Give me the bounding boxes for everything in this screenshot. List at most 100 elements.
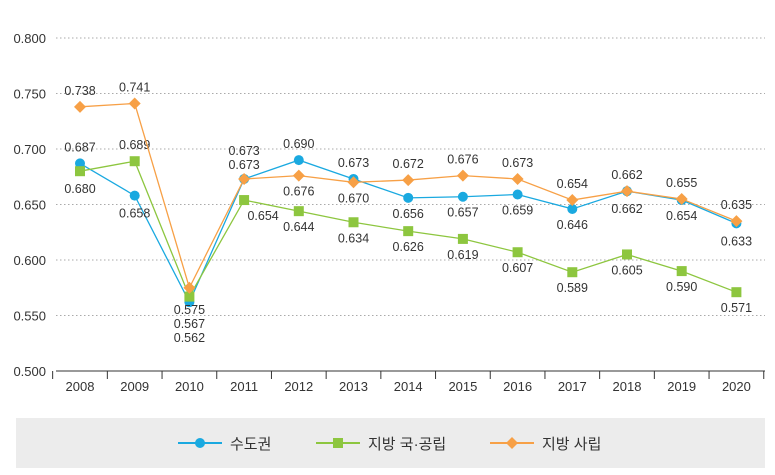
legend-label: 지방 사립	[542, 436, 601, 453]
series-0: 0.687 0.658 0.562 0.673 0.690 0.673 0.656 0.657…	[64, 137, 752, 345]
x-tick-label: 2010	[175, 379, 204, 394]
legend: 수도권 지방 국·공립 지방 사립	[16, 418, 765, 468]
y-tick-label: 0.600	[13, 253, 46, 268]
data-label: 0.633	[721, 234, 752, 248]
data-label: 0.634	[338, 231, 369, 245]
data-label: 0.673	[338, 156, 369, 170]
series-1: 0.680 0.689 0.567 0.654 0.644 0.634 0.626 0.619…	[64, 138, 752, 331]
y-tick-label: 0.500	[13, 364, 46, 379]
y-tick-label: 0.650	[13, 198, 46, 213]
series-2: 0.738 0.741 0.575 0.673 0.676 0.670 0.672 0.676…	[64, 80, 752, 316]
data-label: 0.654	[247, 209, 278, 223]
data-label: 0.676	[447, 153, 478, 167]
data-label: 0.619	[447, 248, 478, 262]
diamond-marker	[74, 100, 86, 113]
data-label: 0.567	[174, 317, 205, 331]
data-label: 0.635	[721, 198, 752, 212]
square-marker	[403, 226, 414, 237]
diamond-marker	[456, 169, 469, 182]
data-label: 0.571	[721, 301, 752, 315]
square-marker	[731, 287, 742, 298]
square-marker	[348, 217, 359, 228]
data-label: 0.589	[557, 281, 588, 295]
legend-diamond-icon	[506, 437, 518, 449]
diamond-marker	[511, 172, 524, 185]
diamond-marker	[621, 185, 633, 198]
square-marker	[184, 291, 195, 302]
square-marker	[75, 166, 85, 177]
circle-marker	[512, 189, 523, 200]
square-marker	[457, 233, 468, 244]
square-marker	[567, 267, 578, 278]
diamond-marker	[238, 172, 251, 185]
diamond-marker	[292, 169, 305, 182]
square-marker	[129, 156, 140, 167]
data-label: 0.662	[611, 168, 642, 182]
data-label: 0.673	[502, 156, 533, 170]
legend-item: 지방 사립	[490, 436, 601, 453]
diamond-marker	[730, 215, 743, 228]
circle-marker	[293, 155, 304, 166]
circle-marker	[457, 191, 468, 202]
data-label: 0.607	[502, 261, 533, 275]
legend-item: 수도권	[178, 436, 271, 453]
square-marker	[293, 206, 304, 217]
diamond-marker	[675, 192, 688, 205]
x-tick-label: 2009	[120, 379, 149, 394]
data-label: 0.741	[119, 80, 150, 94]
data-label: 0.676	[283, 185, 314, 199]
data-label: 0.670	[338, 191, 369, 205]
legend-circle-icon	[195, 438, 205, 448]
data-label: 0.662	[611, 202, 642, 216]
x-tick-label: 2011	[230, 379, 258, 394]
data-label: 0.646	[557, 218, 588, 232]
x-tick-label: 2020	[722, 379, 751, 394]
diamond-marker	[347, 176, 360, 189]
data-label: 0.655	[666, 176, 697, 190]
diamond-marker	[402, 174, 415, 187]
x-tick-label: 2015	[448, 379, 477, 394]
legend-label: 수도권	[230, 436, 271, 453]
data-label: 0.687	[64, 140, 95, 154]
circle-marker	[75, 158, 85, 169]
data-label: 0.590	[666, 280, 697, 294]
square-marker	[676, 266, 687, 277]
x-tick-label: 2014	[394, 379, 423, 394]
data-label: 0.672	[393, 157, 424, 171]
data-label: 0.689	[119, 138, 150, 152]
data-label: 0.626	[393, 240, 424, 254]
data-label: 0.690	[283, 137, 314, 151]
data-label: 0.654	[666, 209, 697, 223]
x-tick-label: 2017	[558, 379, 587, 394]
circle-marker	[129, 190, 140, 201]
y-tick-label: 0.800	[13, 31, 46, 46]
diamond-marker	[566, 194, 579, 207]
circle-marker	[403, 192, 414, 203]
data-label: 0.644	[283, 220, 314, 234]
x-tick-label: 2008	[66, 379, 95, 394]
legend-square-icon	[333, 438, 343, 448]
square-marker	[512, 247, 523, 258]
diamond-marker	[183, 281, 196, 294]
y-tick-label: 0.700	[13, 142, 46, 157]
circle-marker	[567, 203, 578, 214]
diamond-marker	[128, 97, 141, 110]
data-label: 0.738	[64, 84, 95, 98]
y-tick-label: 0.750	[13, 87, 46, 102]
data-label: 0.673	[228, 158, 259, 172]
data-label: 0.575	[174, 303, 205, 317]
data-label: 0.562	[174, 331, 205, 345]
x-tick-label: 2018	[613, 379, 642, 394]
legend-background	[16, 418, 765, 468]
square-marker	[622, 249, 632, 260]
data-label: 0.673	[228, 144, 259, 158]
data-label: 0.659	[502, 204, 533, 218]
data-label: 0.658	[119, 207, 150, 221]
x-tick-label: 2019	[667, 379, 696, 394]
data-label: 0.654	[557, 177, 588, 191]
square-marker	[239, 195, 250, 206]
legend-item: 지방 국·공립	[316, 436, 446, 453]
data-label: 0.656	[393, 207, 424, 221]
